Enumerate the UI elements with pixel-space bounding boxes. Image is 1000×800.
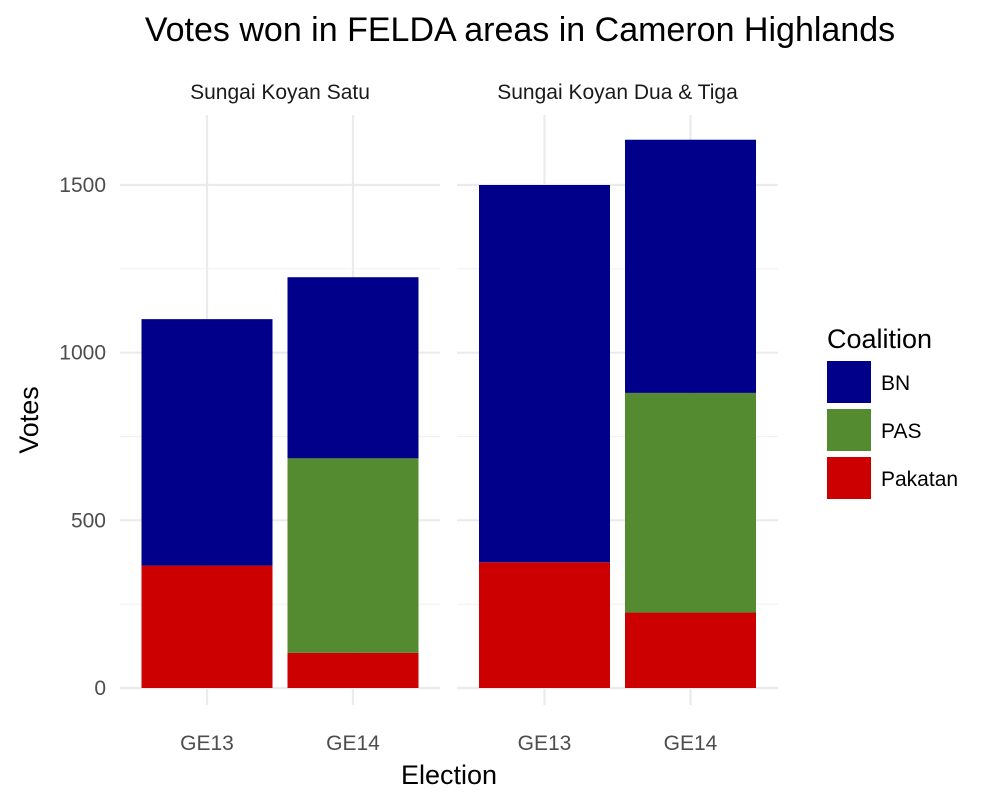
- chart-title: Votes won in FELDA areas in Cameron High…: [145, 11, 895, 49]
- x-axis-title: Election: [401, 760, 497, 790]
- bar-segment-bn: [625, 139, 756, 393]
- legend-key-pakatan: [827, 457, 871, 499]
- bar-segment-pas: [625, 392, 756, 613]
- x-tick-label: GE13: [518, 732, 572, 755]
- facet-panels: GE13 GE14 Sungai Koyan Satu GE13 GE14 Sungai …: [120, 81, 778, 755]
- bar-segment-bn: [287, 277, 419, 459]
- y-tick-label: 0: [94, 677, 106, 700]
- legend-title: Coalition: [827, 324, 932, 354]
- legend-label: Pakatan: [881, 468, 958, 491]
- bar-segment-bn: [479, 185, 610, 563]
- facet-strip-label: Sungai Koyan Satu: [190, 81, 370, 104]
- x-tick-label: GE13: [180, 732, 234, 755]
- bar-segment-pas: [287, 458, 419, 653]
- legend: Coalition BN PAS Pakatan: [827, 324, 958, 499]
- bar-segment-bn: [141, 319, 273, 566]
- y-axis-title: Votes: [14, 386, 44, 454]
- x-tick-label: GE14: [326, 732, 380, 755]
- y-tick-label: 1500: [59, 174, 106, 197]
- legend-key-pas: [827, 409, 871, 451]
- facet-strip-label: Sungai Koyan Dua & Tiga: [497, 81, 738, 104]
- bar-segment-pakatan: [479, 562, 610, 688]
- legend-label: BN: [881, 372, 910, 395]
- y-tick-label: 500: [71, 509, 106, 532]
- bar-segment-pakatan: [625, 612, 756, 688]
- y-axis: 0 500 1000 1500: [59, 174, 106, 700]
- y-tick-label: 1000: [59, 342, 106, 365]
- legend-label: PAS: [881, 420, 921, 443]
- legend-items: BN PAS Pakatan: [827, 361, 958, 499]
- bar-segment-pakatan: [287, 652, 419, 688]
- facet-panel: GE13 GE14 Sungai Koyan Dua & Tiga: [457, 81, 778, 755]
- facet-panel: GE13 GE14 Sungai Koyan Satu: [120, 81, 440, 755]
- legend-key-bn: [827, 361, 871, 403]
- bar-segment-pakatan: [141, 565, 273, 688]
- x-tick-label: GE14: [664, 732, 718, 755]
